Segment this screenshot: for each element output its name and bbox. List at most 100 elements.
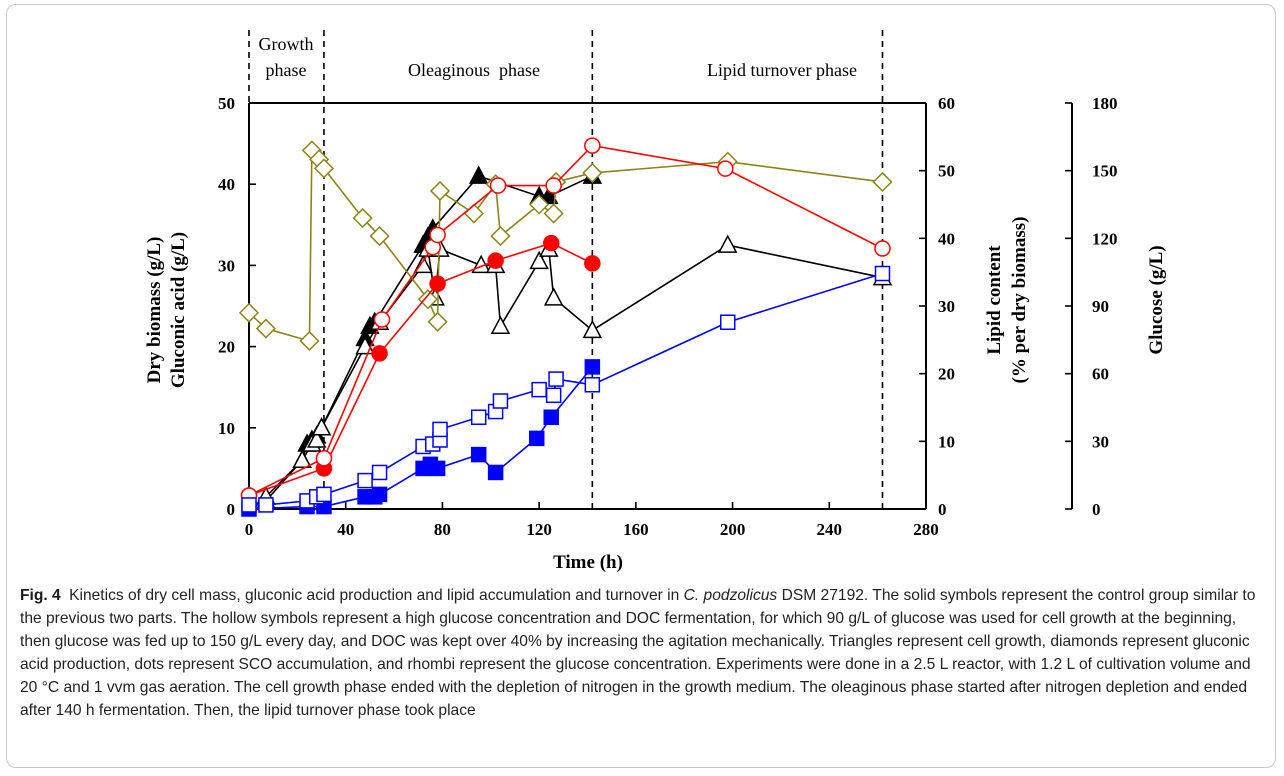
glucose-tick-label: 60 (1092, 365, 1109, 384)
right-tick-label: 60 (938, 94, 955, 113)
phase-label-turnover: Lipid turnover phase (707, 60, 857, 80)
hollow-diamond-point (427, 311, 448, 332)
phase-label-growth-line2: phase (266, 60, 307, 80)
left-tick-label: 50 (218, 94, 235, 113)
hollow-square-point (719, 314, 736, 330)
hollow-diamond-point (582, 162, 603, 183)
hollow-triangle-point (543, 287, 564, 306)
hollow-circle-series-line (248, 144, 883, 497)
hollow-circle-point (874, 240, 891, 257)
figure-frame (6, 4, 1276, 768)
x-tick-label: 160 (623, 520, 649, 539)
glucose-tick-label: 90 (1092, 297, 1109, 316)
phase-label-oleaginous: Oleaginous phase (408, 60, 540, 80)
hollow-diamond-point (872, 171, 893, 193)
right-tick-label: 20 (938, 365, 955, 384)
filled-circle-point (429, 275, 446, 292)
hollow-circle-point (315, 450, 333, 467)
hollow-square-point (432, 421, 448, 438)
glucose-tick-label: 150 (1092, 162, 1118, 181)
right-axis-label-line1: Lipid content (984, 245, 1005, 355)
hollow-square-point (548, 371, 564, 387)
series-layer (238, 137, 893, 517)
hollow-square-point (492, 393, 509, 409)
hollow-square-point (545, 387, 562, 404)
caption-label: Fig. 4 (20, 587, 61, 604)
glucose-tick-label: 30 (1092, 432, 1109, 451)
right-tick-label: 10 (938, 432, 955, 451)
hollow-diamond-point (417, 289, 438, 310)
phase-layer (248, 30, 884, 509)
right-tick-label: 0 (938, 500, 947, 519)
axes-layer: 0 40 80 120 160 200 240 28001020304050010203040… (218, 94, 1118, 539)
x-tick-label: 240 (817, 520, 843, 539)
left-tick-label: 0 (227, 500, 236, 519)
filled-circle-point (584, 255, 601, 272)
filled-square-point (371, 486, 388, 503)
left-tick-label: 40 (218, 175, 235, 194)
filled-circle-point (487, 252, 504, 269)
caption-text-2: DSM 27192. The solid symbols represent t… (20, 587, 1256, 719)
glucose-tick-label: 180 (1092, 94, 1118, 113)
hollow-circle-point (429, 226, 446, 244)
left-tick-label: 30 (218, 256, 235, 275)
filled-square-point (470, 446, 487, 463)
hollow-triangle-point (582, 319, 603, 339)
left-axis-label-line1: Dry biomass (g/L) (144, 237, 165, 384)
hollow-triangle-series-line (265, 244, 883, 498)
filled-square-point (429, 460, 446, 477)
hollow-diamond-point (490, 226, 511, 247)
hollow-diamond-point (463, 203, 484, 224)
hollow-diamond-point (299, 330, 320, 352)
hollow-triangle-point (717, 234, 738, 253)
hollow-square-point (241, 497, 257, 513)
hollow-circle-point (717, 160, 734, 177)
hollow-diamond-point (369, 226, 390, 247)
hollow-square-point (357, 472, 373, 489)
hollow-square-point (874, 265, 891, 282)
hollow-triangle-point (292, 449, 312, 469)
hollow-diamond-point (352, 207, 373, 229)
x-tick-label: 40 (337, 520, 354, 539)
caption-species: C. podzolicus (683, 587, 778, 604)
hollow-square-point (258, 497, 274, 513)
glucose-axis-label: Glucose (g/L) (1146, 245, 1167, 354)
hollow-diamond-point (529, 194, 550, 215)
filled-square-point (487, 464, 504, 481)
filled-triangle-point (468, 165, 489, 184)
x-tick-label: 280 (913, 520, 939, 539)
caption-text-1: Kinetics of dry cell mass, gluconic acid… (69, 587, 684, 604)
filled-square-point (543, 409, 559, 425)
hollow-triangle-point (529, 250, 549, 270)
hollow-square-point (371, 464, 388, 481)
right-tick-label: 30 (938, 297, 955, 316)
hollow-square-point (531, 381, 547, 398)
hollow-diamond-point (255, 318, 276, 339)
hollow-circle-point (545, 177, 562, 194)
filled-square-point (584, 359, 601, 375)
x-tick-label: 0 (245, 520, 254, 539)
hollow-circle-point (489, 177, 507, 194)
hollow-diamond-point (238, 302, 260, 323)
hollow-triangle-point (306, 429, 327, 448)
x-tick-label: 120 (526, 520, 552, 539)
right-tick-label: 40 (938, 229, 955, 248)
left-axis-label-line2: Gluconic acid (g/L) (168, 232, 189, 388)
hollow-triangle-point (413, 254, 433, 274)
x-tick-label: 200 (720, 520, 746, 539)
hollow-square-point (316, 486, 332, 503)
hollow-square-point (470, 409, 487, 425)
hollow-square-point (584, 377, 601, 393)
x-tick-label: 80 (434, 520, 451, 539)
filled-square-point (528, 430, 545, 447)
filled-circle-point (371, 345, 388, 362)
labels-layer: Time (h) Dry biomass (g/L) Gluconic acid… (144, 34, 1167, 573)
figure-caption: Fig. 4 Kinetics of dry cell mass, glucon… (20, 584, 1266, 722)
hollow-triangle-point (490, 315, 511, 335)
left-tick-label: 20 (218, 338, 235, 357)
hollow-diamond-point (429, 180, 451, 202)
kinetics-chart: 0 40 80 120 160 200 240 28001020304050010203040… (144, 30, 1167, 573)
hollow-diamond-point (313, 158, 335, 179)
phase-label-growth-line1: Growth (259, 34, 314, 54)
hollow-triangle-point (311, 417, 332, 436)
